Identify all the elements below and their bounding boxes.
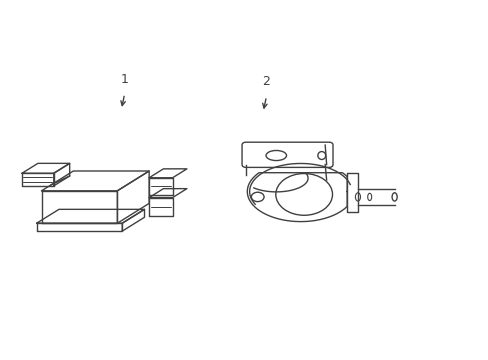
Text: 1: 1 [121,73,128,86]
Text: 2: 2 [262,75,270,88]
